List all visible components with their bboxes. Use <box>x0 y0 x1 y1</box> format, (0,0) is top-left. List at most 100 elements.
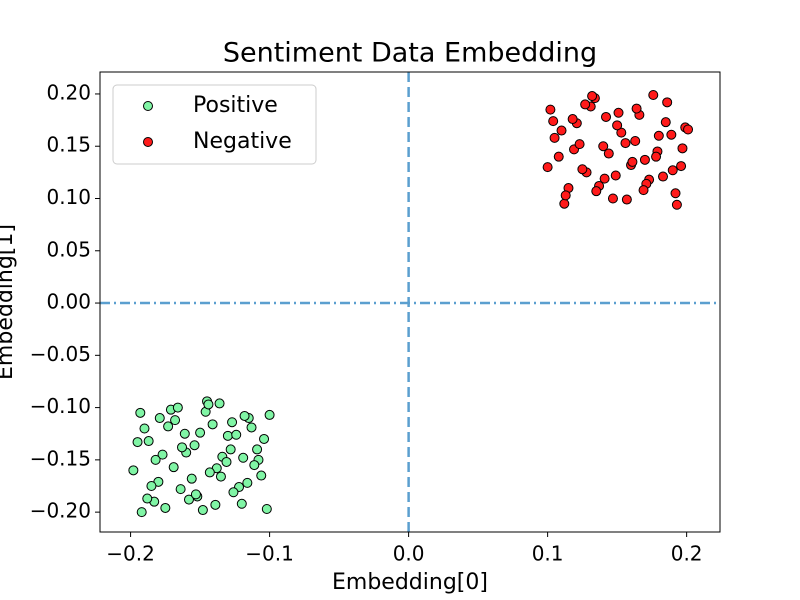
point <box>214 398 225 409</box>
y-tick-label: 0.00 <box>46 290 91 314</box>
point <box>238 452 249 463</box>
x-tick-label: −0.2 <box>106 542 155 566</box>
point <box>168 462 179 473</box>
y-tick-label: 0.05 <box>46 237 91 261</box>
point <box>150 454 161 465</box>
point <box>671 199 682 210</box>
point <box>170 415 181 426</box>
legend-marker <box>143 101 153 111</box>
point <box>163 421 174 432</box>
point <box>228 487 239 498</box>
point <box>222 430 233 441</box>
point <box>236 498 247 509</box>
point <box>128 465 139 476</box>
point <box>186 473 197 484</box>
point <box>621 194 632 205</box>
point <box>613 107 624 118</box>
point <box>658 171 669 182</box>
point <box>620 138 631 149</box>
point <box>225 444 236 455</box>
point <box>591 186 602 197</box>
point <box>183 494 194 505</box>
point <box>256 470 267 481</box>
point <box>631 103 642 114</box>
point <box>616 127 627 138</box>
point <box>603 148 614 159</box>
x-tick-label: 0.0 <box>393 542 425 566</box>
point <box>577 164 588 175</box>
point <box>172 402 183 413</box>
y-tick-label: −0.15 <box>30 446 91 470</box>
point <box>207 419 218 430</box>
point <box>553 151 564 162</box>
y-tick-label: −0.05 <box>30 342 91 366</box>
point <box>157 449 168 460</box>
point <box>560 190 571 201</box>
point <box>249 460 260 471</box>
point <box>683 124 694 135</box>
point <box>677 143 688 154</box>
point <box>559 198 570 209</box>
point <box>651 151 662 162</box>
point <box>177 442 188 453</box>
point <box>197 505 208 516</box>
point <box>580 99 591 110</box>
point <box>545 104 556 115</box>
point <box>252 444 263 455</box>
point <box>135 407 146 418</box>
y-tick-label: −0.20 <box>30 499 91 523</box>
point <box>601 111 612 122</box>
point <box>142 493 153 504</box>
point <box>670 188 681 199</box>
point <box>607 193 618 204</box>
point <box>638 185 649 196</box>
point <box>556 125 567 136</box>
point <box>261 504 272 514</box>
point <box>548 116 559 127</box>
point <box>599 173 610 184</box>
point <box>612 120 623 131</box>
point <box>246 422 257 433</box>
point <box>146 481 157 491</box>
point <box>204 467 215 478</box>
point <box>154 413 165 424</box>
point <box>666 129 677 140</box>
chart-title: Sentiment Data Embedding <box>223 38 597 69</box>
point <box>667 165 678 176</box>
point <box>160 502 171 513</box>
point <box>653 130 664 141</box>
plot-frame <box>99 71 721 533</box>
point <box>221 456 232 467</box>
point <box>542 162 553 173</box>
point <box>574 139 585 150</box>
x-tick-label: 0.1 <box>532 542 564 566</box>
legend-box <box>112 84 317 165</box>
y-axis-label: Embedding[1] <box>0 224 18 380</box>
y-tick-label: 0.15 <box>46 133 91 157</box>
point <box>227 417 238 428</box>
legend-label: Negative <box>193 129 292 154</box>
point <box>610 170 621 181</box>
point <box>189 440 200 451</box>
point <box>190 489 201 500</box>
y-tick-label: 0.10 <box>46 185 91 209</box>
point <box>662 97 673 108</box>
point <box>598 141 609 152</box>
point <box>648 90 659 100</box>
y-tick-label: 0.20 <box>46 80 91 104</box>
x-tick-label: 0.2 <box>671 542 703 566</box>
point <box>139 423 150 434</box>
y-tick-label: −0.10 <box>30 394 91 418</box>
legend-label: Positive <box>193 93 278 118</box>
point <box>239 410 250 421</box>
point <box>264 409 275 420</box>
point <box>627 156 638 167</box>
point <box>203 399 214 410</box>
point <box>179 428 190 439</box>
point <box>549 132 560 143</box>
point <box>132 437 143 448</box>
point <box>660 117 671 128</box>
point <box>136 507 147 518</box>
point <box>259 433 270 444</box>
legend-marker <box>143 137 153 147</box>
